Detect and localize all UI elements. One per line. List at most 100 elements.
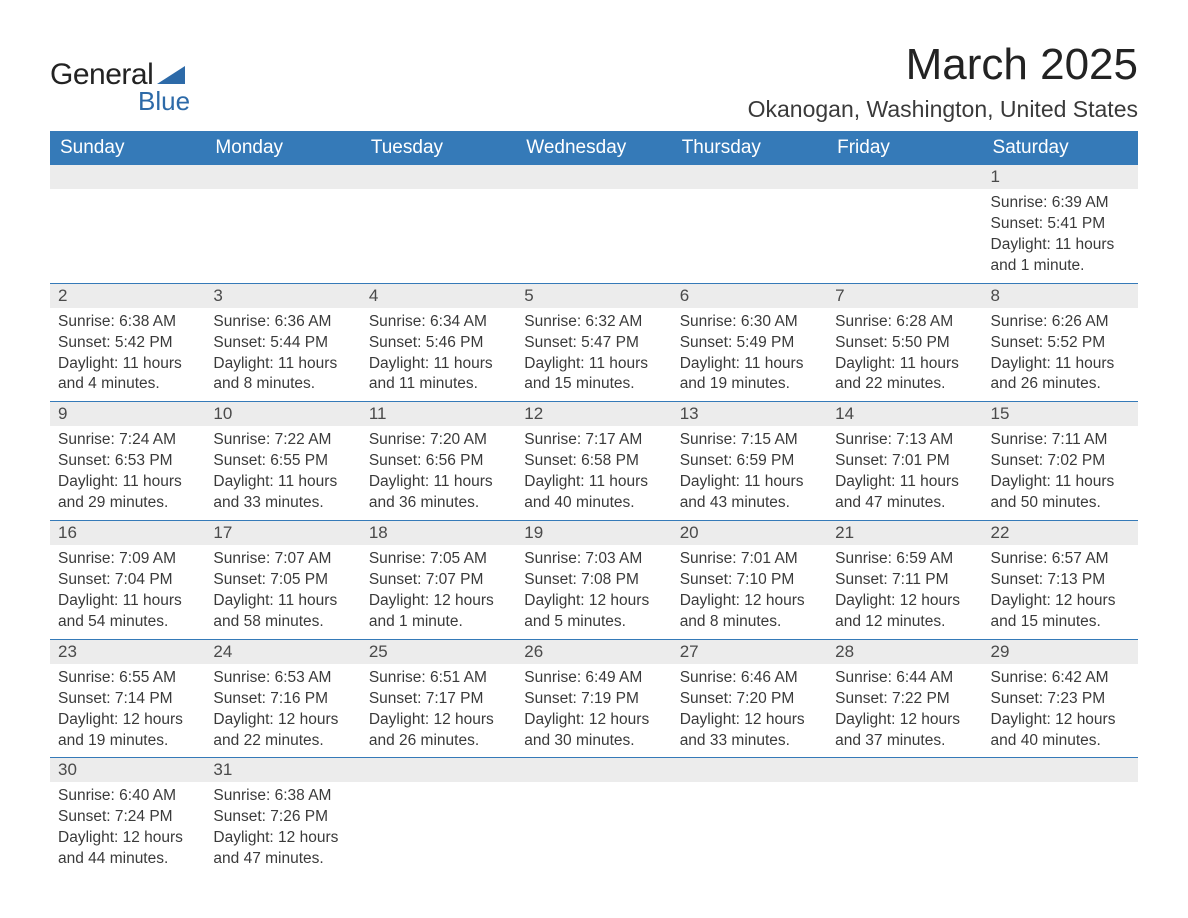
calendar-day-cell: 1Sunrise: 6:39 AMSunset: 5:41 PMDaylight… (983, 165, 1138, 283)
day-number-empty (50, 165, 205, 189)
sunrise-text: Sunrise: 6:38 AM (58, 312, 197, 333)
day-body: Sunrise: 6:38 AMSunset: 5:42 PMDaylight:… (50, 308, 205, 402)
day-number: 1 (983, 165, 1138, 189)
daylight-text: Daylight: 11 hours and 43 minutes. (680, 472, 819, 514)
sunset-text: Sunset: 7:11 PM (835, 570, 974, 591)
calendar-day-cell: 26Sunrise: 6:49 AMSunset: 7:19 PMDayligh… (516, 639, 671, 758)
calendar-day-cell: 5Sunrise: 6:32 AMSunset: 5:47 PMDaylight… (516, 283, 671, 402)
day-body-empty (672, 782, 827, 862)
sunrise-text: Sunrise: 6:55 AM (58, 668, 197, 689)
day-number: 28 (827, 640, 982, 664)
daylight-text: Daylight: 11 hours and 50 minutes. (991, 472, 1130, 514)
calendar-week-row: 1Sunrise: 6:39 AMSunset: 5:41 PMDaylight… (50, 165, 1138, 283)
day-body: Sunrise: 6:53 AMSunset: 7:16 PMDaylight:… (205, 664, 360, 758)
page-header: General Blue March 2025 Okanogan, Washin… (50, 40, 1138, 123)
day-body: Sunrise: 7:15 AMSunset: 6:59 PMDaylight:… (672, 426, 827, 520)
calendar-week-row: 2Sunrise: 6:38 AMSunset: 5:42 PMDaylight… (50, 283, 1138, 402)
day-number-empty (205, 165, 360, 189)
day-number-empty (827, 165, 982, 189)
day-number: 16 (50, 521, 205, 545)
calendar-week-row: 30Sunrise: 6:40 AMSunset: 7:24 PMDayligh… (50, 758, 1138, 876)
sunrise-text: Sunrise: 7:15 AM (680, 430, 819, 451)
day-body: Sunrise: 6:32 AMSunset: 5:47 PMDaylight:… (516, 308, 671, 402)
day-body-empty (516, 782, 671, 862)
day-body: Sunrise: 6:40 AMSunset: 7:24 PMDaylight:… (50, 782, 205, 876)
calendar-day-cell: 8Sunrise: 6:26 AMSunset: 5:52 PMDaylight… (983, 283, 1138, 402)
calendar-day-cell: 23Sunrise: 6:55 AMSunset: 7:14 PMDayligh… (50, 639, 205, 758)
sunrise-text: Sunrise: 6:30 AM (680, 312, 819, 333)
day-number: 18 (361, 521, 516, 545)
sunrise-text: Sunrise: 7:03 AM (524, 549, 663, 570)
sunrise-text: Sunrise: 6:39 AM (991, 193, 1130, 214)
daylight-text: Daylight: 12 hours and 33 minutes. (680, 710, 819, 752)
sunset-text: Sunset: 7:04 PM (58, 570, 197, 591)
calendar-day-cell: 28Sunrise: 6:44 AMSunset: 7:22 PMDayligh… (827, 639, 982, 758)
calendar-day-cell: 11Sunrise: 7:20 AMSunset: 6:56 PMDayligh… (361, 402, 516, 521)
sunrise-text: Sunrise: 6:51 AM (369, 668, 508, 689)
day-number: 8 (983, 284, 1138, 308)
day-number: 13 (672, 402, 827, 426)
sunset-text: Sunset: 7:16 PM (213, 689, 352, 710)
sunset-text: Sunset: 7:07 PM (369, 570, 508, 591)
sunrise-text: Sunrise: 6:53 AM (213, 668, 352, 689)
calendar-day-cell (205, 165, 360, 283)
day-body-empty (361, 782, 516, 862)
day-body: Sunrise: 7:20 AMSunset: 6:56 PMDaylight:… (361, 426, 516, 520)
day-number: 3 (205, 284, 360, 308)
day-number: 26 (516, 640, 671, 664)
calendar-day-cell: 2Sunrise: 6:38 AMSunset: 5:42 PMDaylight… (50, 283, 205, 402)
sunset-text: Sunset: 6:58 PM (524, 451, 663, 472)
day-number: 4 (361, 284, 516, 308)
day-body-empty (983, 782, 1138, 862)
calendar-day-cell (516, 165, 671, 283)
day-body: Sunrise: 6:42 AMSunset: 7:23 PMDaylight:… (983, 664, 1138, 758)
day-body-empty (361, 189, 516, 269)
day-body-empty (672, 189, 827, 269)
day-number: 7 (827, 284, 982, 308)
day-number-empty (672, 758, 827, 782)
day-number: 22 (983, 521, 1138, 545)
sunset-text: Sunset: 7:05 PM (213, 570, 352, 591)
calendar-day-cell (983, 758, 1138, 876)
day-number: 29 (983, 640, 1138, 664)
sunset-text: Sunset: 7:19 PM (524, 689, 663, 710)
day-body: Sunrise: 6:59 AMSunset: 7:11 PMDaylight:… (827, 545, 982, 639)
weekday-header: Monday (205, 131, 360, 165)
day-number-empty (516, 758, 671, 782)
daylight-text: Daylight: 11 hours and 22 minutes. (835, 354, 974, 396)
calendar-day-cell: 10Sunrise: 7:22 AMSunset: 6:55 PMDayligh… (205, 402, 360, 521)
sunset-text: Sunset: 7:17 PM (369, 689, 508, 710)
sunset-text: Sunset: 7:01 PM (835, 451, 974, 472)
calendar-day-cell (361, 165, 516, 283)
sunset-text: Sunset: 7:24 PM (58, 807, 197, 828)
day-body: Sunrise: 7:05 AMSunset: 7:07 PMDaylight:… (361, 545, 516, 639)
calendar-day-cell (50, 165, 205, 283)
day-number-empty (827, 758, 982, 782)
sunrise-text: Sunrise: 7:17 AM (524, 430, 663, 451)
daylight-text: Daylight: 11 hours and 29 minutes. (58, 472, 197, 514)
sunrise-text: Sunrise: 7:07 AM (213, 549, 352, 570)
daylight-text: Daylight: 12 hours and 19 minutes. (58, 710, 197, 752)
sunset-text: Sunset: 7:26 PM (213, 807, 352, 828)
calendar-week-row: 23Sunrise: 6:55 AMSunset: 7:14 PMDayligh… (50, 639, 1138, 758)
sunrise-text: Sunrise: 6:46 AM (680, 668, 819, 689)
day-number: 5 (516, 284, 671, 308)
daylight-text: Daylight: 11 hours and 15 minutes. (524, 354, 663, 396)
location-subtitle: Okanogan, Washington, United States (748, 96, 1138, 123)
calendar-day-cell: 6Sunrise: 6:30 AMSunset: 5:49 PMDaylight… (672, 283, 827, 402)
daylight-text: Daylight: 11 hours and 4 minutes. (58, 354, 197, 396)
month-title: March 2025 (748, 40, 1138, 90)
sunset-text: Sunset: 7:14 PM (58, 689, 197, 710)
daylight-text: Daylight: 11 hours and 33 minutes. (213, 472, 352, 514)
sunset-text: Sunset: 5:41 PM (991, 214, 1130, 235)
weekday-header-row: Sunday Monday Tuesday Wednesday Thursday… (50, 131, 1138, 165)
day-number: 25 (361, 640, 516, 664)
calendar-day-cell: 13Sunrise: 7:15 AMSunset: 6:59 PMDayligh… (672, 402, 827, 521)
sunrise-text: Sunrise: 6:49 AM (524, 668, 663, 689)
day-body: Sunrise: 7:17 AMSunset: 6:58 PMDaylight:… (516, 426, 671, 520)
day-number-empty (361, 165, 516, 189)
weekday-header: Sunday (50, 131, 205, 165)
day-body: Sunrise: 6:30 AMSunset: 5:49 PMDaylight:… (672, 308, 827, 402)
sunrise-text: Sunrise: 7:05 AM (369, 549, 508, 570)
sunset-text: Sunset: 7:02 PM (991, 451, 1130, 472)
